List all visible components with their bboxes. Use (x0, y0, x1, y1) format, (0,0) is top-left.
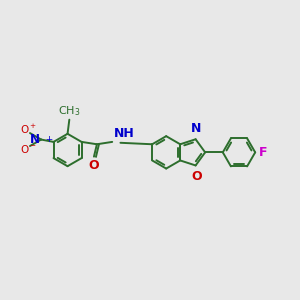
Text: O$^-$: O$^-$ (20, 143, 37, 155)
Text: O$^+$: O$^+$ (20, 123, 37, 136)
Text: NH: NH (113, 127, 134, 140)
Text: N: N (191, 122, 201, 135)
Text: N: N (30, 133, 40, 146)
Text: +: + (40, 135, 53, 144)
Text: CH$_3$: CH$_3$ (58, 104, 81, 118)
Text: F: F (259, 146, 267, 159)
Text: O: O (88, 159, 99, 172)
Text: O: O (191, 169, 202, 183)
